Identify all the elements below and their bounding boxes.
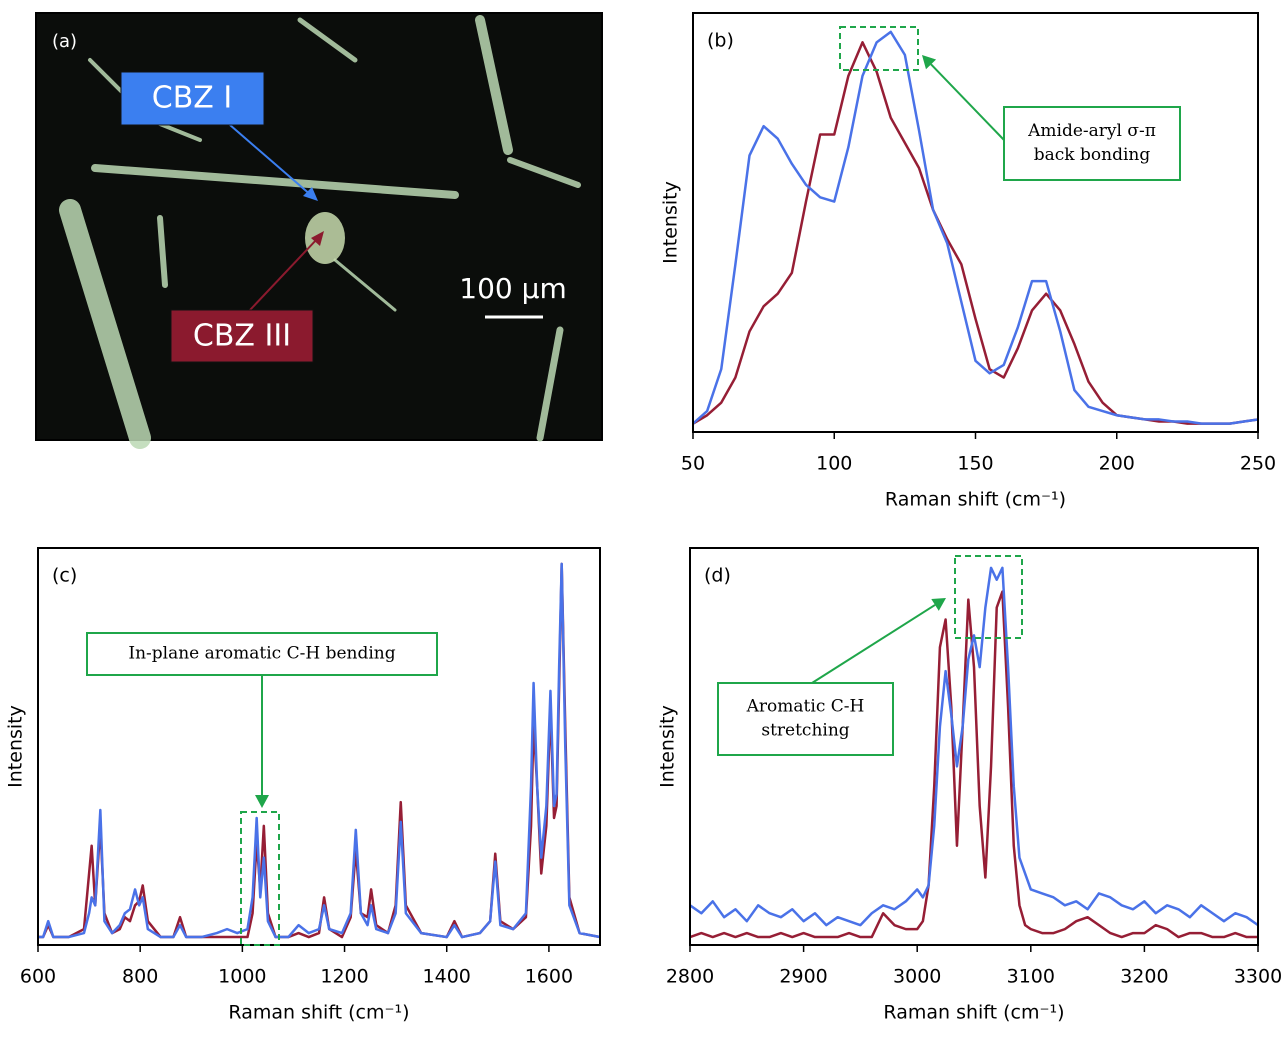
spectrum-line <box>690 566 1258 927</box>
crystal <box>59 199 151 449</box>
annotation-arrow <box>811 604 936 684</box>
x-tick-label: 1000 <box>218 966 266 988</box>
arrow <box>229 124 313 197</box>
crystal <box>475 15 513 155</box>
highlight-box <box>954 555 1023 639</box>
annotation-text: Amide-aryl σ-π <box>1027 121 1156 141</box>
label-box <box>120 71 265 126</box>
x-tick-label: 3100 <box>1007 966 1055 988</box>
x-tick-label: 200 <box>1099 453 1135 475</box>
spectrum-line <box>38 562 600 939</box>
annotation-box <box>86 632 438 676</box>
annotation-text: stretching <box>761 721 849 741</box>
arrow-head <box>931 598 946 611</box>
label-box <box>170 309 314 363</box>
crystal <box>297 17 358 63</box>
panel-label: (a) <box>52 31 77 52</box>
plot-frame <box>37 547 601 946</box>
crystal <box>507 157 581 188</box>
spectrum-line <box>693 30 1258 425</box>
x-tick-label: 1600 <box>525 966 573 988</box>
arrow-head <box>255 795 269 808</box>
lines <box>38 562 600 939</box>
chart-panel: 600 800 1000 1200 1400 1600 (c) Raman shift (cm… <box>5 547 601 1024</box>
plot-frame <box>692 12 1259 433</box>
x-tick-label: 3000 <box>893 966 941 988</box>
x-tick-label: 100 <box>816 453 852 475</box>
crystal <box>157 215 168 288</box>
spectrum-line <box>693 41 1258 425</box>
x-axis-label: Raman shift (cm⁻¹) <box>885 489 1066 511</box>
x-tick-label: 50 <box>681 453 705 475</box>
arrow-head <box>303 187 318 201</box>
panel-label: (d) <box>704 565 731 587</box>
y-axis-label: Intensity <box>657 705 679 788</box>
label: CBZ I <box>152 81 232 116</box>
x-tick-label: 1200 <box>320 966 368 988</box>
x-tick-label: 600 <box>20 966 56 988</box>
arrow-head <box>922 55 937 70</box>
y-axis-label: Intensity <box>660 181 682 264</box>
crystal <box>536 326 564 442</box>
annotation-text: Aromatic C-H <box>746 697 865 717</box>
x-tick-label: 2900 <box>779 966 827 988</box>
micrograph-panel: (a) CBZ I CBZ III 100 μm <box>35 12 603 449</box>
lines <box>693 30 1258 425</box>
annotation-text: In-plane aromatic C-H bending <box>128 644 395 664</box>
arrow <box>249 237 319 311</box>
panel-label: (b) <box>707 30 734 52</box>
highlight-box <box>240 811 280 946</box>
annotation-box <box>1003 106 1181 181</box>
chart-panel: 50 100 150 200 250 (b) Raman shift (cm⁻¹) Inten… <box>660 12 1276 511</box>
x-axis-label: Raman shift (cm⁻¹) <box>883 1002 1064 1024</box>
x-tick-label: 3300 <box>1234 966 1282 988</box>
x-tick-label: 3200 <box>1120 966 1168 988</box>
lines <box>690 566 1258 939</box>
label: CBZ III <box>193 319 291 354</box>
scale-bar-label: 100 μm <box>459 272 566 305</box>
panel-label: (c) <box>52 565 77 587</box>
annotation-box <box>717 682 894 756</box>
crystal <box>333 258 397 312</box>
y-axis-label: Intensity <box>5 705 27 788</box>
x-tick-label: 1400 <box>423 966 471 988</box>
x-tick-label: 2800 <box>666 966 714 988</box>
chart-panel: 2800 2900 3000 3100 3200 3300 (d) Raman shift (… <box>657 547 1282 1024</box>
x-axis-label: Raman shift (cm⁻¹) <box>228 1002 409 1024</box>
x-tick-label: 800 <box>122 966 158 988</box>
crystal <box>305 212 345 264</box>
spectrum-line <box>38 562 600 939</box>
crystal <box>91 164 459 199</box>
spectrum-line <box>690 590 1258 939</box>
annotation-text: back bonding <box>1034 145 1151 165</box>
x-tick-label: 150 <box>957 453 993 475</box>
arrow-head <box>311 231 324 246</box>
annotation-arrow <box>930 63 1005 141</box>
plot-frame <box>689 547 1259 946</box>
highlight-box <box>839 26 919 71</box>
x-tick-label: 250 <box>1240 453 1276 475</box>
